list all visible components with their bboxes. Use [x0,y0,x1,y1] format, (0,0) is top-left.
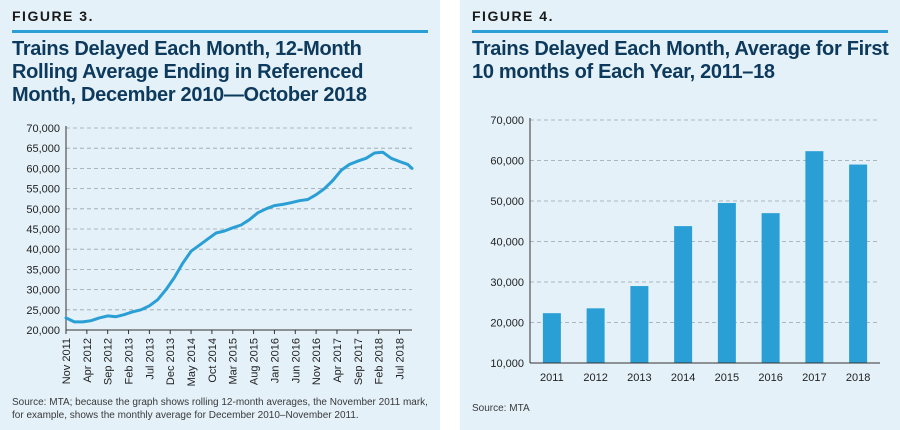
x-tick-label: 2014 [671,372,695,384]
figure-4-label: FIGURE 4. [472,8,554,24]
x-tick-label: 2013 [627,372,651,384]
bar-2012 [586,308,605,363]
bar-2014 [674,226,693,363]
figure-3-source: Source: MTA; because the graph shows rol… [12,397,428,421]
x-tick-label: 2012 [583,372,607,384]
y-tick-label: 10,000 [490,358,524,370]
figure-3-label: FIGURE 3. [12,8,94,24]
x-tick-label: 2018 [846,372,870,384]
y-tick-label: 55,000 [26,184,60,196]
y-tick-label: 30,000 [26,285,60,297]
bar-2017 [805,151,824,363]
x-tick-label: Sep 2017 [353,338,365,385]
y-tick-label: 25,000 [26,305,60,317]
x-tick-label: Feb 2013 [124,338,136,384]
x-tick-label: 2016 [758,372,782,384]
line-chart: 20,000 25,000 30,000 35,000 40,000 45,000 50,0… [26,123,414,386]
x-tick-label: Sep 2012 [103,338,115,385]
x-tick-label: Jun 2016 [290,338,302,383]
x-tick-label: Jul 2013 [144,338,156,380]
y-tick-label: 40,000 [490,237,524,249]
bar-2013 [630,286,649,363]
y-tick-label: 40,000 [26,244,60,256]
series-line [64,150,414,324]
x-tick-label: Jul 2018 [394,338,406,380]
x-tick-label: Feb 2018 [374,338,386,384]
bar-2015 [717,203,736,363]
x-tick-label: Aug 2015 [249,338,261,385]
figure-3-rule [12,30,428,33]
figure-4-panel: FIGURE 4. Trains Delayed Each Month, Ave… [460,0,900,430]
figure-3-panel: FIGURE 3. Trains Delayed Each Month, 12-… [0,0,440,430]
y-tick-label: 35,000 [26,264,60,276]
x-tick-label: Nov 2016 [311,338,323,385]
y-tick-label: 60,000 [26,163,60,175]
x-tick-label: Apr 2017 [332,338,344,383]
x-tick-label: Nov 2011 [61,338,73,384]
x-tick-label: 2011 [540,372,564,384]
y-tick-label: 65,000 [26,143,60,155]
x-tick-label: Apr 2012 [82,338,94,383]
y-tick-label: 50,000 [490,196,524,208]
figure-4-title: Trains Delayed Each Month, Average for F… [472,38,889,83]
y-tick-label: 45,000 [26,224,60,236]
x-tick-label: Oct 2014 [207,338,219,383]
figure-3-title: Trains Delayed Each Month, 12-Month Roll… [12,38,367,106]
y-tick-label: 20,000 [26,325,60,337]
y-tick-label: 70,000 [490,115,524,127]
x-tick-label: Jan 2016 [269,338,281,383]
x-tick-label: Mar 2015 [228,338,240,384]
y-tick-label: 20,000 [490,318,524,330]
y-tick-label: 30,000 [490,277,524,289]
y-tick-label: 50,000 [26,204,60,216]
bar-2016 [761,213,780,363]
x-tick-label: May 2014 [186,338,198,386]
bar-chart: 10,000 20,000 30,000 40,000 50,000 60,000 70,0… [490,115,880,384]
x-tick-label: 2015 [715,372,739,384]
x-tick-label: Dec 2013 [165,338,177,385]
figure-4-rule [472,30,888,33]
x-tick-label: 2017 [802,372,826,384]
bar-2011 [542,313,561,363]
y-tick-label: 60,000 [490,156,524,168]
bar-2018 [849,164,868,363]
figure-4-source: Source: MTA [472,403,530,414]
y-tick-label: 70,000 [26,123,60,135]
